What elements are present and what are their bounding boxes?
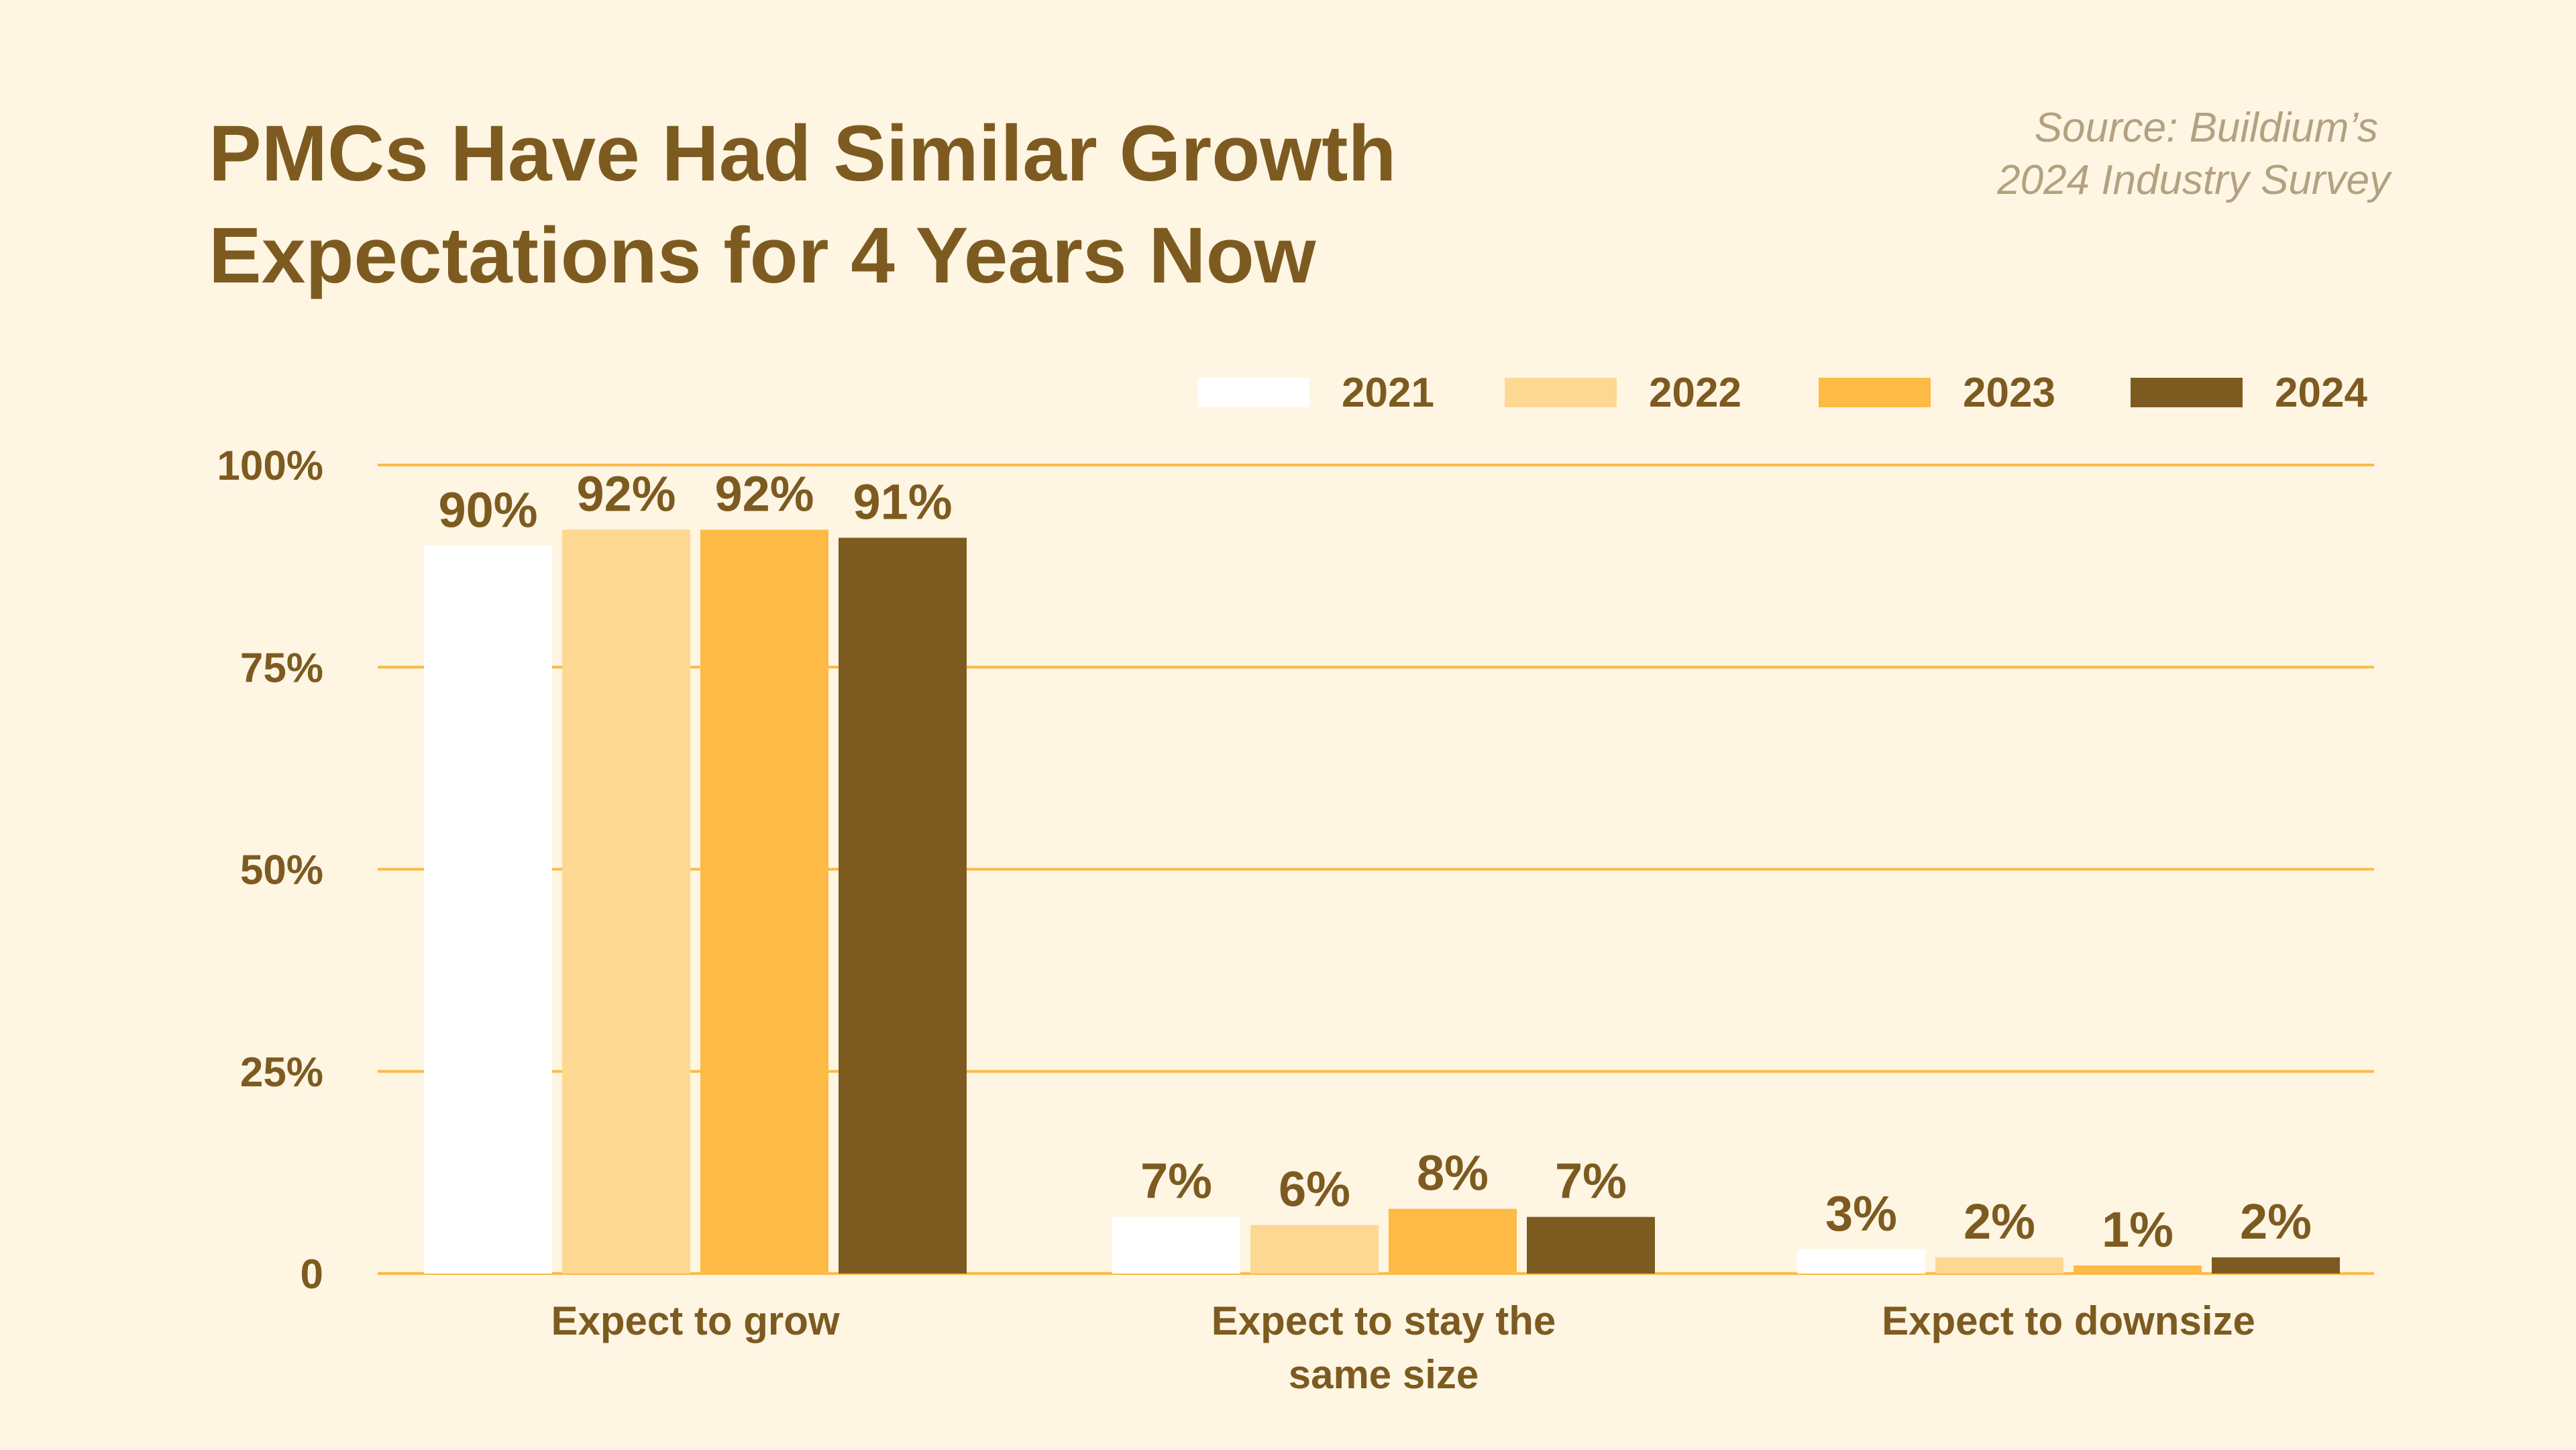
value-label: 2%: [1964, 1194, 2035, 1249]
bar-2024: [2212, 1257, 2340, 1274]
value-label: 7%: [1555, 1153, 1627, 1209]
bar-2022: [562, 529, 690, 1274]
value-label: 1%: [2102, 1202, 2174, 1257]
chart-title-line-1: PMCs Have Had Similar Growth: [209, 109, 1396, 198]
legend-label: 2023: [1963, 370, 2055, 416]
bar-2024: [1527, 1216, 1655, 1274]
bar-2024: [839, 537, 967, 1274]
bar-2021: [1112, 1216, 1240, 1274]
value-label: 90%: [438, 482, 537, 538]
value-label: 8%: [1417, 1145, 1489, 1201]
y-tick-label: 75%: [240, 645, 323, 691]
value-label: 92%: [576, 466, 676, 521]
legend-swatch: [2131, 378, 2243, 407]
category-label: Expect to grow: [551, 1298, 839, 1343]
source-line-2: 2024 Industry Survey: [1996, 157, 2393, 203]
chart-title-line-2: Expectations for 4 Years Now: [209, 211, 1317, 300]
y-tick-label: 25%: [240, 1049, 323, 1096]
bar-2023: [700, 529, 828, 1274]
value-label: 6%: [1279, 1161, 1350, 1217]
y-tick-label: 0: [301, 1251, 323, 1298]
legend-swatch: [1819, 378, 1931, 407]
legend-item-2024: 2024: [2131, 370, 2367, 416]
value-label: 92%: [714, 466, 814, 521]
legend-label: 2022: [1649, 370, 1741, 416]
bar-2021: [1797, 1249, 1925, 1274]
y-tick-label: 100%: [217, 443, 323, 489]
source-line-1: Source: Buildium’s: [2035, 105, 2378, 151]
bar-2023: [2074, 1265, 2202, 1274]
legend-label: 2024: [2275, 370, 2367, 416]
legend-label: 2021: [1342, 370, 1434, 416]
bar-2021: [424, 546, 552, 1274]
category-label: Expect to stay the: [1212, 1298, 1556, 1343]
value-label: 91%: [853, 474, 952, 529]
value-label: 2%: [2240, 1194, 2312, 1249]
bar-2022: [1935, 1257, 2063, 1274]
category-label: same size: [1289, 1352, 1479, 1397]
legend-item-2023: 2023: [1819, 370, 2055, 416]
legend-item-2022: 2022: [1505, 370, 1741, 416]
legend-item-2021: 2021: [1197, 370, 1434, 416]
legend-swatch: [1197, 378, 1309, 407]
y-tick-label: 50%: [240, 847, 323, 894]
bar-2023: [1389, 1208, 1517, 1274]
category-label: Expect to downsize: [1882, 1298, 2255, 1343]
value-label: 7%: [1140, 1153, 1212, 1209]
bar-2022: [1250, 1225, 1379, 1274]
legend-swatch: [1505, 378, 1617, 407]
value-label: 3%: [1825, 1186, 1897, 1241]
